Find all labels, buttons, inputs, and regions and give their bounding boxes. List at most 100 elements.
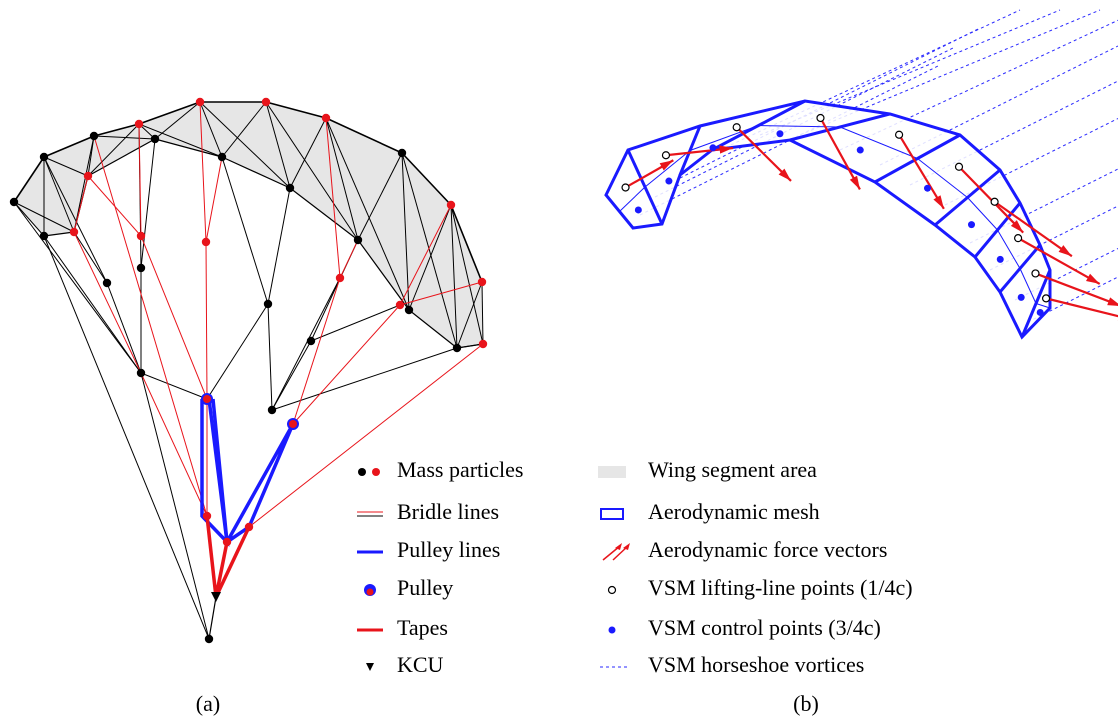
force-arrowhead [1107, 297, 1118, 306]
legend-icon [609, 627, 616, 634]
lifting-line-point [817, 115, 824, 122]
legend-icon [372, 468, 380, 476]
control-point [857, 147, 864, 154]
legend-label: Pulley lines [397, 537, 500, 562]
bridle-line [44, 236, 141, 373]
bridle-line [206, 157, 222, 242]
mass-particle [453, 344, 461, 352]
mass-particle [205, 635, 213, 643]
bridle-line [141, 139, 155, 268]
legend-label: Tapes [397, 615, 448, 640]
legend-label: Wing segment area [648, 457, 817, 482]
legend-label: VSM lifting-line points (1/4c) [648, 575, 913, 600]
pulley-line [213, 399, 293, 542]
bridle-line [293, 305, 400, 424]
mass-particle [137, 369, 145, 377]
mass-particle [40, 153, 48, 161]
mass-particle [218, 153, 226, 161]
mass-particle [223, 538, 231, 546]
mass-particle [405, 306, 413, 314]
mass-particle [137, 264, 145, 272]
bridle-line [268, 304, 272, 410]
control-point [1037, 309, 1044, 316]
lifting-line-point [956, 163, 963, 170]
legend-icon [609, 587, 616, 594]
mass-particle [307, 337, 315, 345]
control-point [997, 256, 1004, 263]
legend-icon [601, 509, 623, 519]
bridle-line [209, 597, 216, 639]
bridle-line [207, 304, 268, 399]
control-point [635, 206, 642, 213]
kite-aerodynamic-model [606, 10, 1118, 337]
mass-particle [322, 114, 330, 122]
bridle-line [206, 242, 207, 399]
legend-label: Pulley [397, 575, 453, 600]
bridle-line [107, 283, 141, 373]
legend-label: KCU [397, 652, 444, 677]
lifting-line-point [896, 131, 903, 138]
bridle-line [272, 348, 457, 410]
legend: Mass particles Bridle lines Pulley lines Pu… [357, 457, 913, 677]
bridle-line [293, 278, 340, 424]
mass-particle [286, 184, 294, 192]
lifting-line-point [1032, 270, 1039, 277]
legend-label: Bridle lines [397, 499, 499, 524]
mass-particle [137, 232, 145, 240]
caption: (a) [196, 691, 220, 716]
mass-particle [84, 172, 92, 180]
bridle-line [222, 157, 268, 304]
bridle-line [74, 232, 141, 373]
bridle-line [74, 232, 107, 283]
mass-particle [135, 120, 143, 128]
bridle-line [14, 202, 141, 373]
legend-icon [358, 468, 366, 476]
mass-particle [151, 135, 159, 143]
mass-particle [40, 232, 48, 240]
lifting-line-point [1043, 295, 1050, 302]
mass-particle [398, 149, 406, 157]
control-point [924, 185, 931, 192]
bridle-line [141, 373, 207, 516]
force-arrowhead [1086, 274, 1100, 284]
mass-particle [447, 201, 455, 209]
kcu [211, 592, 221, 602]
mass-particle [103, 279, 111, 287]
mass-particle [396, 301, 404, 309]
legend-label: Mass particles [397, 457, 523, 482]
force-arrowhead [1059, 245, 1072, 256]
legend-label: Aerodynamic mesh [648, 499, 820, 524]
legend-label: Aerodynamic force vectors [648, 537, 887, 562]
mass-particle [245, 523, 253, 531]
control-point [709, 144, 716, 151]
mass-particle [262, 98, 270, 106]
control-point [665, 178, 672, 185]
mass-particle [336, 274, 344, 282]
mass-particle [479, 340, 487, 348]
control-point [968, 221, 975, 228]
aerodynamic-mesh [606, 101, 1050, 337]
lifting-line-point [991, 198, 998, 205]
mass-particle [90, 132, 98, 140]
mass-particle [10, 198, 18, 206]
bridle-line [94, 136, 207, 516]
bridle-line [141, 373, 209, 639]
mass-particle [264, 300, 272, 308]
force-arrowhead [850, 176, 860, 190]
mass-particle [203, 512, 211, 520]
control-point [776, 130, 783, 137]
legend-icon [598, 466, 626, 478]
bridle-line [311, 305, 400, 341]
legend-icon [366, 663, 374, 671]
legend-label: VSM horseshoe vortices [648, 652, 864, 677]
bridle-line [141, 236, 207, 399]
mass-particle [70, 228, 78, 236]
lifting-line-point [662, 152, 669, 159]
mass-particle [478, 278, 486, 286]
legend-label: VSM control points (3/4c) [648, 615, 881, 640]
lifting-line-point [1015, 235, 1022, 242]
mass-particle [354, 236, 362, 244]
caption: (b) [793, 691, 819, 716]
pulley [203, 395, 211, 403]
pulley [289, 420, 297, 428]
